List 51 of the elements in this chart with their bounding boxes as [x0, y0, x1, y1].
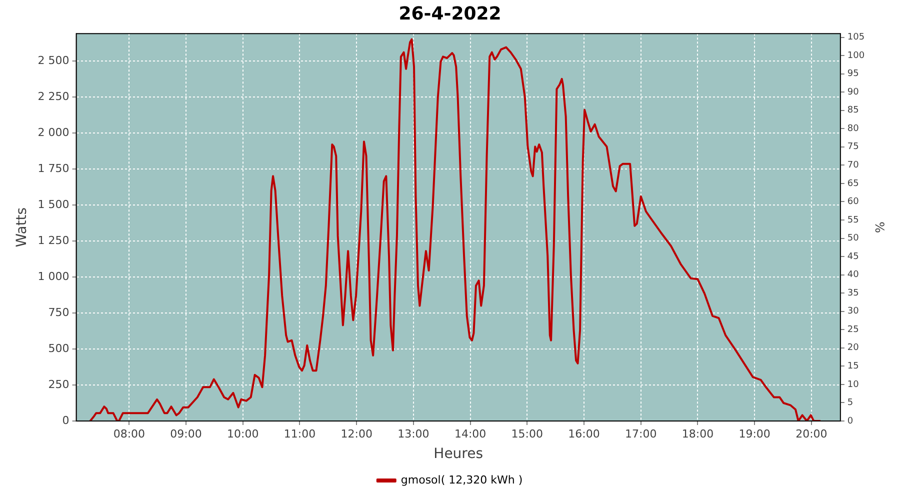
y2-tick-label: 75 [847, 142, 859, 152]
legend-label: gmosol( 12,320 kWh ) [400, 473, 523, 486]
y2-tick-label: 80 [847, 124, 860, 134]
y2-tick-label: 50 [847, 234, 860, 244]
y-tick-label: 1 500 [38, 198, 70, 211]
x-tick-label: 15:00 [511, 427, 543, 440]
x-axis-title: Heures [434, 446, 484, 462]
x-tick-label: 18:00 [682, 427, 714, 440]
y-tick-label: 0 [62, 414, 70, 427]
y2-tick-label: 25 [847, 324, 859, 335]
y2-tick-label: 85 [847, 106, 859, 116]
x-tick-label: 20:00 [796, 427, 828, 440]
x-tick-label: 14:00 [454, 427, 486, 440]
y2-tick-label: 70 [847, 160, 860, 171]
y-tick-label: 500 [48, 342, 70, 355]
y2-tick-label: 65 [847, 178, 859, 189]
chart-title: 26-4-2022 [398, 3, 502, 24]
y-axis-title: Watts [14, 207, 30, 248]
x-tick-label: 09:00 [170, 427, 202, 440]
x-tick-label: 11:00 [284, 427, 316, 440]
x-tick-label: 12:00 [340, 427, 372, 440]
y2-tick-label: 60 [847, 197, 860, 208]
y2-tick-label: 20 [847, 343, 860, 354]
x-tick-label: 08:00 [113, 427, 146, 440]
y2-tick-label: 100 [847, 50, 865, 61]
y2-tick-label: 30 [847, 306, 860, 317]
y-tick-label: 1 000 [38, 270, 70, 283]
y-tick-label: 750 [48, 306, 70, 319]
y-tick-label: 1 750 [38, 162, 70, 175]
y-tick-label: 2 000 [38, 126, 70, 139]
y2-tick-label: 105 [847, 32, 865, 43]
y2-tick-label: 45 [847, 252, 859, 262]
y2-axis-title: % [872, 222, 887, 234]
y2-tick-label: 40 [847, 270, 860, 280]
y2-tick-label: 15 [847, 362, 859, 372]
y2-tick-label: 35 [847, 288, 859, 298]
y-tick-label: 2 250 [38, 90, 70, 103]
y2-tick-label: 90 [847, 87, 860, 98]
y2-tick-label: 95 [847, 69, 859, 80]
x-tick-label: 13:00 [398, 427, 430, 440]
y2-tick-label: 10 [847, 380, 860, 390]
x-tick-label: 17:00 [625, 427, 657, 440]
x-tick-label: 16:00 [568, 427, 600, 440]
x-tick-label: 10:00 [227, 427, 259, 440]
y2-tick-label: 55 [847, 215, 859, 226]
x-tick-label: 19:00 [738, 427, 770, 440]
y-tick-label: 250 [48, 378, 70, 391]
y2-tick-label: 5 [847, 398, 854, 408]
y2-tick-label: 0 [847, 416, 854, 426]
y-tick-label: 1 250 [38, 234, 70, 247]
y-tick-label: 2 500 [38, 54, 70, 67]
